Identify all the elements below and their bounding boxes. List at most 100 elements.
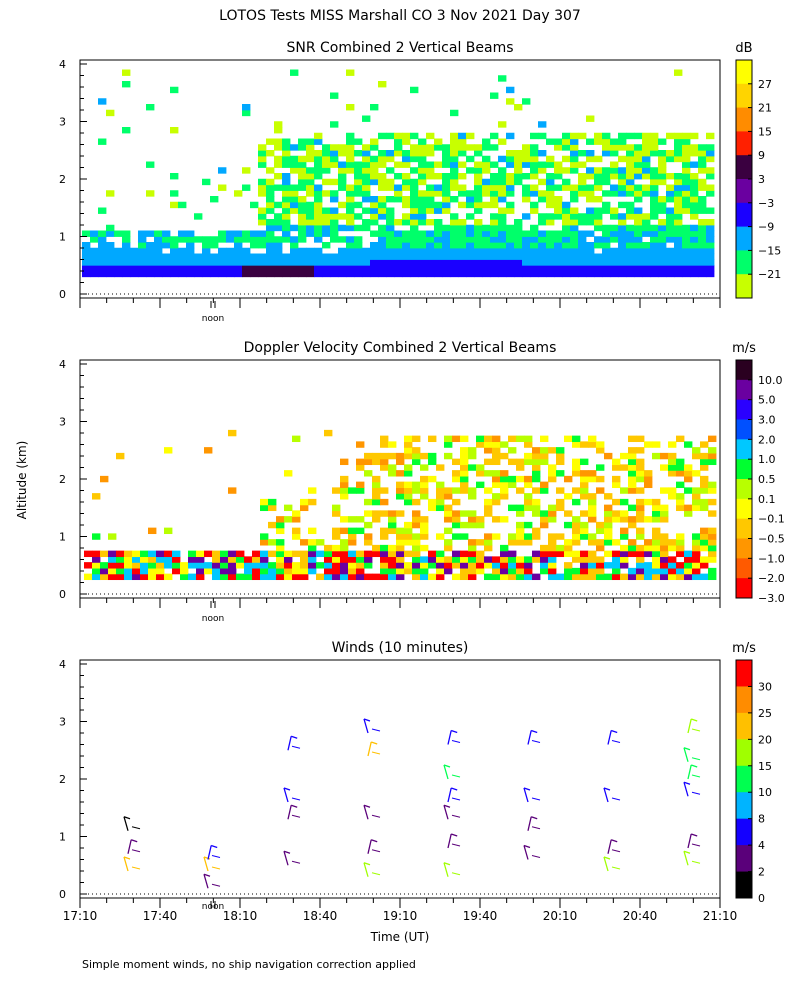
panel-snr-title: SNR Combined 2 Vertical Beams (286, 40, 513, 56)
snr-cell (458, 230, 467, 237)
snr-cell (650, 144, 659, 151)
snr-cell (370, 178, 379, 186)
wind-barb (203, 856, 221, 872)
doppler-cell (500, 556, 509, 563)
snr-cell (538, 150, 547, 157)
snr-cell (306, 247, 315, 255)
snr-cell (354, 242, 363, 249)
snr-cell (498, 190, 507, 197)
snr-cell (122, 236, 131, 243)
doppler-cell (444, 510, 453, 517)
y-tick-label: 1 (59, 531, 66, 544)
snr-cell (706, 167, 715, 174)
barb-staff (287, 805, 292, 820)
doppler-cell (140, 556, 149, 563)
snr-cell (538, 161, 547, 168)
snr-cell (282, 253, 291, 260)
snr-cell (330, 144, 339, 151)
doppler-cell (540, 521, 549, 529)
snr-cell (330, 178, 339, 186)
snr-colorbar-unit: dB (735, 41, 752, 56)
colorbar-tick-label: −0.5 (758, 533, 785, 546)
snr-cell (370, 173, 379, 180)
doppler-cell (652, 498, 661, 506)
snr-cell (338, 224, 347, 232)
snr-cell (274, 247, 283, 255)
doppler-cell (452, 573, 461, 581)
snr-cell (682, 155, 691, 163)
snr-cell (362, 161, 371, 168)
doppler-cell (540, 435, 549, 443)
snr-cell (522, 150, 531, 157)
snr-cell (506, 161, 515, 168)
doppler-cell (332, 573, 341, 581)
snr-cell (578, 190, 587, 197)
snr-cell (242, 247, 251, 255)
barb-flag (283, 850, 291, 854)
snr-cell (650, 253, 659, 260)
snr-cell (466, 265, 475, 272)
colorbar-swatch (736, 379, 752, 401)
snr-cell (594, 196, 603, 203)
snr-cell (218, 247, 227, 255)
doppler-cell (588, 504, 597, 512)
snr-cell (418, 144, 427, 151)
snr-cell (458, 132, 467, 140)
doppler-cell (636, 487, 645, 494)
y-tick-label: 0 (59, 588, 66, 601)
doppler-cell (636, 567, 645, 575)
doppler-cell (620, 556, 629, 563)
snr-cell (530, 253, 539, 260)
snr-cell (602, 150, 611, 157)
snr-cell (386, 167, 395, 174)
snr-cell (586, 155, 595, 163)
snr-cell (610, 247, 619, 255)
barb-flag (523, 787, 531, 791)
snr-cell (514, 253, 523, 260)
doppler-cell (628, 447, 637, 454)
doppler-cell (676, 544, 685, 552)
doppler-cell (500, 452, 509, 460)
snr-cell (426, 270, 435, 278)
snr-cell (410, 155, 419, 163)
barb-flag (370, 741, 378, 745)
wind-barb (683, 850, 701, 866)
doppler-cell (492, 458, 501, 466)
doppler-cell (564, 435, 573, 443)
doppler-cell (684, 550, 693, 558)
snr-cell (674, 201, 683, 209)
doppler-cell (652, 550, 661, 558)
barb-flag (690, 833, 698, 837)
doppler-cell (260, 504, 269, 512)
snr-cell (562, 178, 571, 186)
snr-cell (234, 190, 243, 197)
snr-cell (674, 259, 683, 266)
doppler-cell (324, 556, 333, 563)
snr-cell (698, 184, 707, 191)
snr-cell (170, 270, 179, 278)
snr-cell (258, 184, 267, 191)
snr-cell (674, 230, 683, 237)
snr-cell (162, 259, 171, 266)
snr-cell (626, 236, 635, 243)
doppler-cell (300, 498, 309, 506)
barb-staff (603, 856, 609, 872)
snr-cell (682, 230, 691, 237)
snr-cell (434, 184, 443, 191)
snr-cell (674, 173, 683, 180)
snr-cell (434, 230, 443, 237)
snr-cell (706, 190, 715, 197)
snr-cell (306, 178, 315, 186)
snr-cell (626, 144, 635, 151)
doppler-cell (404, 550, 413, 558)
snr-cell (658, 167, 667, 174)
snr-cell (306, 259, 315, 266)
doppler-cell (340, 556, 349, 563)
snr-cell (610, 253, 619, 260)
doppler-cell (668, 556, 677, 563)
doppler-cell (332, 527, 341, 535)
doppler-cell (676, 481, 685, 489)
doppler-cell (492, 452, 501, 460)
snr-cell (162, 242, 171, 249)
